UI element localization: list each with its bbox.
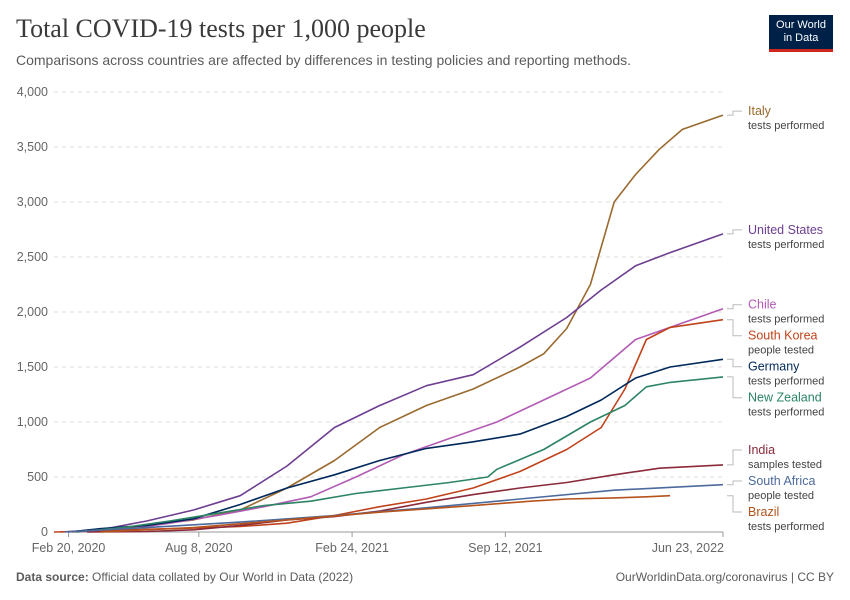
chart-title: Total COVID-19 tests per 1,000 people (16, 14, 426, 43)
series-label-south-korea: South Korea (748, 329, 818, 343)
logo-line-1: Our World (776, 19, 826, 31)
series-sublabel-india: samples tested (748, 459, 822, 471)
series-line-italy (72, 114, 724, 533)
series-sublabel-italy: tests performed (748, 120, 824, 132)
label-connector (727, 229, 742, 235)
label-connector (727, 480, 742, 486)
x-tick-label: Feb 20, 2020 (32, 541, 106, 555)
series-label-new-zealand: New Zealand (748, 391, 822, 405)
owid-logo[interactable]: Our World in Data (769, 15, 833, 52)
series-sublabel-new-zealand: tests performed (748, 407, 824, 419)
x-tick-label: Sep 12, 2021 (468, 541, 542, 555)
label-connector (727, 304, 742, 310)
series-line-india (86, 464, 724, 533)
series-sublabel-united-states: tests performed (748, 239, 824, 251)
series-sublabel-germany: tests performed (748, 376, 824, 388)
logo-accent-bar (769, 49, 833, 52)
series-sublabel-chile: tests performed (748, 314, 824, 326)
series-sublabel-south-africa: people tested (748, 490, 814, 502)
series-label-chile: Chile (748, 298, 777, 312)
series-sublabel-brazil: tests performed (748, 521, 824, 533)
series-sublabel-south-korea: people tested (748, 345, 814, 357)
series-line-brazil (99, 494, 671, 533)
y-tick-label: 2,000 (17, 305, 48, 319)
label-connector (727, 110, 742, 116)
series-label-south-africa: South Africa (748, 474, 815, 488)
y-tick-label: 1,000 (17, 415, 48, 429)
logo-line-2: in Data (783, 32, 819, 44)
series-line-chile (76, 307, 724, 533)
label-connector (727, 495, 742, 513)
data-source-label: Data source: (16, 570, 89, 584)
y-tick-label: 2,500 (17, 250, 48, 264)
series-label-italy: Italy (748, 104, 772, 118)
y-tick-label: 3,500 (17, 140, 48, 154)
series-line-germany (68, 358, 724, 533)
y-tick-label: 0 (41, 525, 48, 539)
y-tick-label: 1,500 (17, 360, 48, 374)
series-label-brazil: Brazil (748, 505, 779, 519)
label-connector (727, 376, 742, 399)
data-source-text: Official data collated by Our World in D… (92, 570, 354, 584)
label-connector (727, 358, 742, 368)
series-label-united-states: United States (748, 223, 823, 237)
label-connector (727, 449, 742, 466)
x-tick-label: Feb 24, 2021 (315, 541, 389, 555)
series-line-new-zealand (76, 376, 724, 533)
series-label-india: India (748, 443, 775, 457)
series-label-germany: Germany (748, 360, 800, 374)
y-tick-label: 3,000 (17, 195, 48, 209)
y-tick-label: 500 (27, 470, 48, 484)
x-tick-label: Jun 23, 2022 (652, 541, 724, 555)
label-connector (727, 319, 742, 337)
x-tick-label: Aug 8, 2020 (165, 541, 232, 555)
y-tick-label: 4,000 (17, 85, 48, 99)
footer-link[interactable]: OurWorldinData.org/coronavirus | CC BY (615, 570, 834, 584)
chart-subtitle: Comparisons across countries are affecte… (16, 52, 632, 68)
series-line-united-states (60, 233, 724, 533)
data-source: Data source: Official data collated by O… (16, 570, 353, 584)
